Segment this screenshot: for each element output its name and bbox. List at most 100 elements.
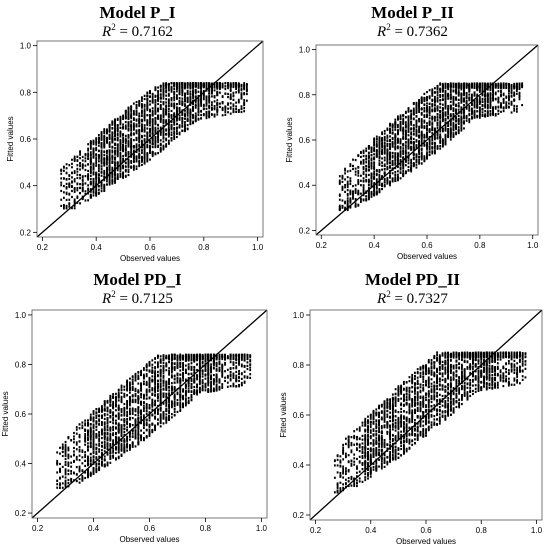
data-point — [505, 101, 508, 104]
data-point — [441, 82, 444, 85]
data-point — [154, 103, 157, 106]
data-point — [441, 138, 444, 141]
data-point — [441, 119, 444, 123]
data-point — [157, 123, 159, 126]
data-point — [81, 167, 84, 170]
data-point — [360, 174, 362, 177]
data-point — [127, 161, 130, 165]
data-point — [465, 117, 468, 120]
data-point — [176, 95, 178, 98]
data-point — [200, 94, 203, 97]
data-point — [460, 88, 463, 91]
data-point — [434, 119, 436, 122]
data-point — [240, 84, 243, 87]
data-point — [219, 105, 221, 109]
data-point — [444, 96, 447, 99]
data-point — [143, 116, 146, 119]
data-point — [370, 154, 373, 157]
data-point — [149, 116, 151, 119]
data-point — [484, 82, 487, 85]
data-point — [95, 160, 98, 163]
x-axis-label: Observed values — [120, 254, 180, 263]
data-point — [391, 131, 394, 134]
data-point — [375, 172, 378, 176]
data-point — [111, 182, 114, 185]
data-point — [138, 104, 141, 107]
data-point — [397, 173, 399, 176]
data-point — [89, 160, 92, 163]
data-point — [428, 105, 431, 109]
data-point — [402, 122, 405, 126]
data-point — [146, 92, 149, 95]
data-point — [200, 109, 203, 113]
data-point — [181, 91, 184, 94]
data-point — [341, 176, 344, 179]
data-point — [481, 100, 484, 104]
data-point — [181, 86, 184, 89]
data-point — [465, 94, 468, 98]
data-point — [149, 149, 151, 152]
data-point — [108, 181, 111, 185]
data-point — [60, 181, 63, 184]
data-point — [373, 143, 376, 146]
data-point — [481, 104, 484, 107]
data-point — [138, 136, 141, 139]
data-point — [471, 98, 473, 102]
data-point — [216, 101, 219, 105]
data-point — [170, 139, 173, 142]
data-point — [441, 111, 444, 114]
data-point — [370, 167, 373, 170]
data-point — [240, 92, 243, 95]
data-point — [149, 124, 151, 127]
data-point — [391, 141, 394, 144]
data-point — [436, 137, 439, 140]
data-point — [65, 186, 68, 189]
data-point — [360, 192, 362, 195]
data-point — [124, 124, 127, 127]
data-point — [63, 184, 65, 188]
data-point — [386, 136, 389, 139]
data-point — [213, 100, 216, 103]
data-point — [116, 164, 119, 167]
data-point — [111, 169, 114, 172]
data-point — [352, 167, 354, 171]
data-point — [245, 99, 248, 102]
data-point — [232, 105, 235, 108]
r-squared-value: = 0.7162 — [119, 24, 173, 40]
data-point — [79, 150, 81, 153]
data-point — [95, 187, 98, 190]
data-point — [108, 133, 111, 136]
data-point — [151, 124, 154, 127]
data-point — [184, 129, 186, 133]
data-point — [471, 93, 473, 96]
data-point — [76, 187, 79, 190]
data-point — [367, 192, 370, 196]
data-point — [338, 194, 341, 197]
data-point — [186, 84, 189, 87]
data-point — [132, 113, 135, 116]
data-point — [513, 93, 516, 96]
data-point — [165, 85, 168, 88]
data-point — [132, 139, 135, 142]
data-point — [402, 117, 405, 120]
data-point — [132, 122, 135, 125]
data-point — [79, 164, 81, 168]
data-point — [146, 159, 149, 162]
data-point — [399, 166, 402, 169]
data-point — [224, 87, 227, 91]
data-point — [378, 146, 381, 149]
data-point — [420, 137, 423, 140]
data-point — [378, 173, 381, 177]
data-point — [184, 82, 186, 85]
data-point — [404, 149, 407, 152]
data-point — [360, 160, 362, 163]
data-point — [181, 124, 184, 127]
data-point — [365, 149, 368, 153]
data-point — [492, 108, 494, 111]
data-point — [141, 151, 143, 154]
data-point — [138, 164, 141, 168]
data-point — [178, 109, 181, 112]
data-point — [426, 133, 428, 136]
data-point — [434, 142, 436, 146]
data-point — [412, 147, 415, 150]
